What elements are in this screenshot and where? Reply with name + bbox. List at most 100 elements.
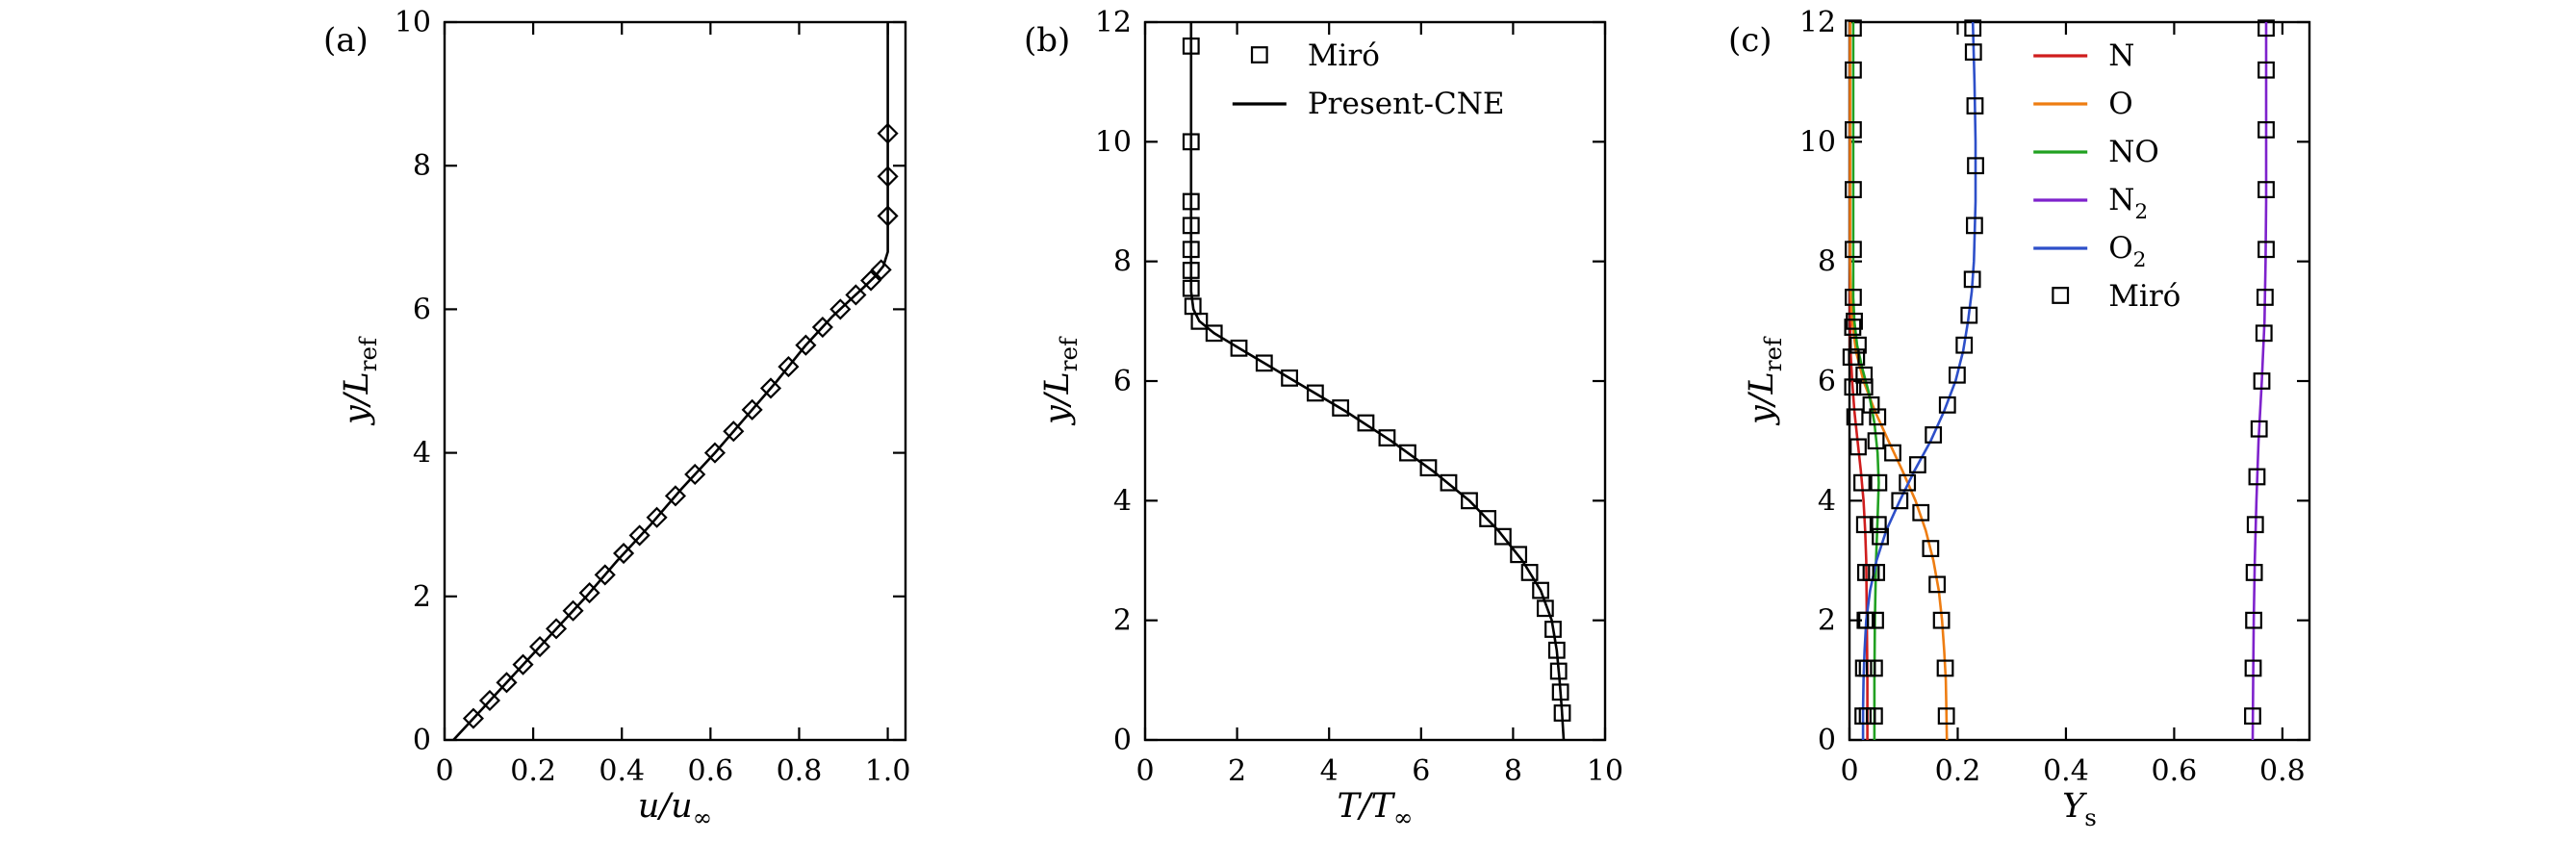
square-marker xyxy=(2052,287,2070,304)
square-marker xyxy=(2250,420,2268,438)
y-tick-label: 0 xyxy=(1818,724,1836,757)
diamond-marker xyxy=(877,205,899,227)
square-marker xyxy=(1853,473,1871,492)
x-tick-label: 10 xyxy=(1587,754,1623,788)
square-marker xyxy=(1532,581,1549,599)
x-tick-label: 0 xyxy=(435,754,453,788)
square-marker xyxy=(1549,662,1568,680)
square-marker xyxy=(1849,336,1867,354)
square-marker xyxy=(1845,120,1862,139)
legend-label: NO xyxy=(2108,135,2159,169)
square-marker xyxy=(1845,181,1862,198)
y-tick-label: 8 xyxy=(1818,245,1836,279)
square-marker xyxy=(1182,37,1200,55)
square-marker xyxy=(1399,444,1416,462)
square-marker xyxy=(1908,456,1926,473)
square-marker xyxy=(1928,575,1947,594)
y-tick-label: 10 xyxy=(1799,125,1836,159)
y-axis-label: y/Lref xyxy=(1038,336,1083,426)
square-marker xyxy=(1845,241,1862,259)
square-marker xyxy=(1868,564,1886,581)
diamond-marker xyxy=(478,689,501,712)
square-marker xyxy=(1936,659,1954,677)
square-marker xyxy=(1205,324,1223,343)
y-tick-label: 2 xyxy=(1818,604,1836,638)
square-marker xyxy=(1891,492,1909,510)
y-tick-label: 0 xyxy=(1113,724,1132,757)
square-marker xyxy=(1855,378,1874,396)
diamond-marker xyxy=(578,582,600,604)
chart-panel-a: 0 0.2 0.4 0.6 0.8 1.0 0 2 4 6 8 10 u/u∞ y/Lref (a) xyxy=(323,6,910,831)
x-axis-label: Ys xyxy=(2062,787,2097,831)
square-marker xyxy=(1182,241,1200,259)
diamond-marker xyxy=(528,635,551,658)
y-tick-label: 8 xyxy=(413,149,431,183)
square-marker xyxy=(1184,297,1202,316)
square-marker xyxy=(1547,641,1566,659)
square-marker xyxy=(1510,546,1528,564)
legend: Miró Present-CNE xyxy=(1232,38,1505,121)
y-tick-label: 12 xyxy=(1095,6,1132,39)
x-tick-label: 0.4 xyxy=(2043,754,2089,788)
diamond-marker xyxy=(877,122,899,144)
square-marker xyxy=(1937,707,1955,726)
legend-label: Present-CNE xyxy=(1308,87,1505,121)
square-marker xyxy=(1182,217,1200,235)
series-line-O2 xyxy=(1861,21,1977,740)
legend-label: O xyxy=(2108,87,2132,121)
panel-label: (a) xyxy=(323,21,369,60)
square-marker xyxy=(2245,564,2263,581)
panel-label: (b) xyxy=(1024,21,1070,60)
diamond-marker xyxy=(594,564,616,586)
square-marker xyxy=(1182,133,1200,151)
diamond-marker xyxy=(628,524,650,547)
square-marker xyxy=(1182,262,1200,279)
x-tick-label: 0.2 xyxy=(1935,754,1981,788)
square-marker xyxy=(1867,611,1884,629)
square-marker xyxy=(2253,372,2271,390)
panel-label: (c) xyxy=(1728,21,1773,60)
square-marker xyxy=(1967,157,1984,175)
x-tick-label: 0.8 xyxy=(2259,754,2306,788)
square-marker xyxy=(1845,19,1862,38)
diamond-marker xyxy=(462,707,484,729)
square-marker xyxy=(1949,366,1966,384)
y-axis: 0 2 4 6 8 10 xyxy=(395,6,905,757)
square-marker xyxy=(1281,369,1298,387)
square-marker xyxy=(1855,516,1874,534)
square-marker xyxy=(1250,46,1268,64)
square-marker xyxy=(1884,444,1901,462)
x-axis-label: u/u∞ xyxy=(638,787,712,831)
diamond-marker xyxy=(546,618,568,640)
square-marker xyxy=(1966,217,1983,235)
square-marker xyxy=(1255,354,1273,372)
y-tick-label: 2 xyxy=(1113,604,1132,638)
x-tick-label: 0.2 xyxy=(510,754,556,788)
axes-frame xyxy=(1143,20,1607,742)
square-marker xyxy=(1846,312,1863,330)
square-marker xyxy=(1846,408,1864,426)
square-marker xyxy=(1869,516,1887,534)
square-marker xyxy=(1899,473,1917,492)
square-marker xyxy=(1419,459,1438,477)
square-marker xyxy=(1844,319,1862,336)
y-tick-label: 4 xyxy=(1113,484,1132,518)
diamond-marker xyxy=(723,420,745,443)
y-tick-label: 0 xyxy=(413,724,431,757)
square-marker xyxy=(1938,395,1956,414)
y-tick-label: 4 xyxy=(413,437,431,471)
square-marker xyxy=(1955,336,1974,354)
square-marker xyxy=(2255,324,2273,343)
diamond-marker xyxy=(845,284,867,306)
x-tick-label: 0.8 xyxy=(777,754,823,788)
square-marker xyxy=(1849,438,1867,456)
square-marker xyxy=(2257,120,2275,139)
diamond-marker xyxy=(646,506,668,528)
square-marker xyxy=(2257,181,2275,198)
square-marker xyxy=(1845,61,1862,79)
y-tick-label: 6 xyxy=(1818,365,1836,398)
square-marker xyxy=(1964,19,1982,38)
y-axis-label: y/Lref xyxy=(338,336,382,426)
y-axis: 0 2 4 6 8 10 12 xyxy=(1095,6,1605,757)
